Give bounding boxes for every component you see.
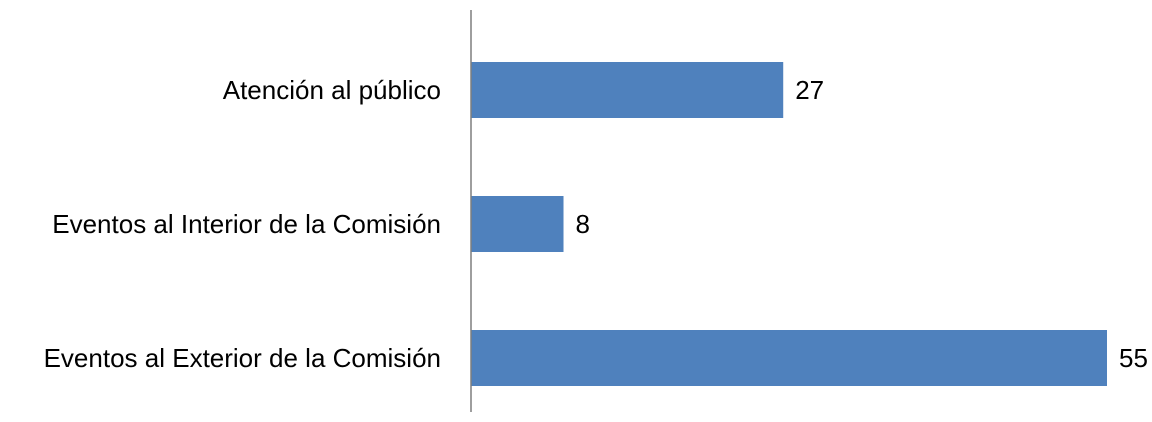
bars-group (471, 62, 1107, 386)
bar-1 (471, 196, 564, 252)
category-label-1: Eventos al Interior de la Comisión (52, 209, 441, 239)
bar-2 (471, 330, 1107, 386)
category-label-0: Atención al público (223, 75, 441, 105)
category-label-2: Eventos al Exterior de la Comisión (44, 343, 441, 373)
value-label-0: 27 (795, 75, 824, 105)
category-labels-group: Atención al público Eventos al Interior d… (44, 75, 441, 373)
value-labels-group: 27 8 55 (576, 75, 1148, 373)
bar-0 (471, 62, 784, 118)
value-label-1: 8 (576, 209, 590, 239)
value-label-2: 55 (1119, 343, 1148, 373)
